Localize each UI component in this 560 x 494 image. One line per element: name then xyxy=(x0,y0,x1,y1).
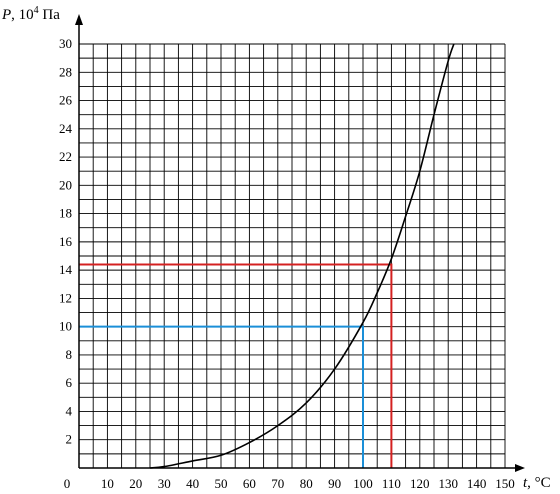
grid xyxy=(79,43,506,468)
x-tick-label: 80 xyxy=(300,476,313,491)
x-tick-label: 150 xyxy=(495,476,515,491)
x-tick-label: 120 xyxy=(410,476,430,491)
x-tick-label: 110 xyxy=(382,476,401,491)
x-tick-label: 100 xyxy=(353,476,373,491)
series-line xyxy=(149,43,455,469)
tick-labels: 0 10 20 30 40 50 60 70 80 90 100 110 120 130 140 150246… xyxy=(59,36,515,491)
series-group xyxy=(149,43,455,469)
y-tick-label: 24 xyxy=(59,121,73,136)
y-tick-label: 26 xyxy=(59,93,73,108)
x-tick-label: 20 xyxy=(129,476,142,491)
y-tick-label: 14 xyxy=(59,262,73,277)
x-tick-label: 70 xyxy=(271,476,284,491)
reference-line xyxy=(79,325,364,468)
y-axis-label: P, 104 Па xyxy=(1,5,60,23)
y-tick-label: 28 xyxy=(59,64,72,79)
y-tick-label: 12 xyxy=(59,290,72,305)
y-tick-label: 10 xyxy=(59,319,72,334)
x-axis-label: t, °C xyxy=(523,475,551,491)
x-tick-label: 130 xyxy=(438,476,458,491)
x-tick-label: 0 xyxy=(64,476,71,491)
x-tick-label: 30 xyxy=(158,476,171,491)
y-tick-label: 20 xyxy=(59,177,72,192)
y-tick-label: 16 xyxy=(59,234,73,249)
x-tick-label: 90 xyxy=(328,476,341,491)
y-tick-label: 6 xyxy=(66,375,73,390)
x-tick-label: 140 xyxy=(467,476,487,491)
y-tick-label: 30 xyxy=(59,36,72,51)
reference-line xyxy=(79,263,393,468)
axes xyxy=(75,14,525,472)
y-tick-label: 22 xyxy=(59,149,72,164)
x-axis-arrow xyxy=(515,464,525,472)
y-axis-arrow xyxy=(75,14,83,25)
x-tick-label: 40 xyxy=(186,476,199,491)
x-tick-label: 10 xyxy=(101,476,114,491)
reference-lines xyxy=(79,263,393,468)
y-tick-label: 18 xyxy=(59,206,72,221)
x-tick-label: 60 xyxy=(243,476,256,491)
x-tick-label: 50 xyxy=(215,476,228,491)
y-tick-label: 4 xyxy=(66,403,73,418)
y-tick-label: 2 xyxy=(66,432,73,447)
y-tick-label: 8 xyxy=(66,347,73,362)
